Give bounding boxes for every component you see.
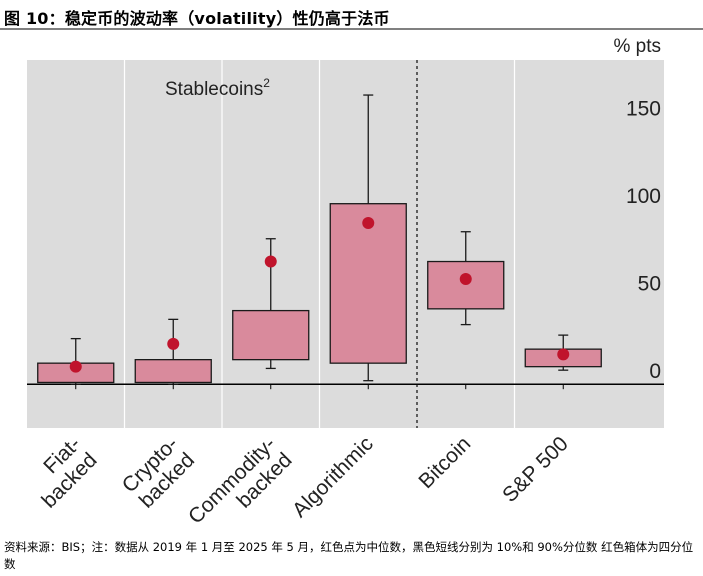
x-tick-label-line: Bitcoin <box>414 432 475 493</box>
box-group <box>37 337 115 385</box>
median-dot <box>557 348 570 361</box>
x-tick-label: Algorithmic <box>288 432 378 522</box>
stablecoins-label: Stablecoins2 <box>165 76 270 100</box>
median-dot <box>459 273 472 286</box>
x-tick-label: S&P 500 <box>498 432 573 507</box>
median-dot <box>264 255 277 268</box>
iqr-box <box>134 359 212 384</box>
box-group <box>524 334 602 371</box>
median-dot <box>69 360 82 373</box>
x-tick-label-line: Algorithmic <box>288 432 378 522</box>
median-dot <box>167 337 180 350</box>
box-group <box>427 231 505 326</box>
source-note: 资料来源：BIS；注：数据从 2019 年 1 月至 2025 年 5 月，红色… <box>4 540 694 571</box>
x-tick-label: Crypto-backed <box>118 432 199 513</box>
x-tick-label-line: S&P 500 <box>498 432 573 507</box>
box-group <box>232 238 310 370</box>
stablecoins-label-superscript: 2 <box>263 76 270 90</box>
y-tick-label: 50 <box>638 273 661 296</box>
stablecoins-label-text: Stablecoins <box>165 79 263 100</box>
grid-lines <box>123 60 516 428</box>
median-dot <box>362 216 375 229</box>
x-tick-label: Bitcoin <box>414 432 475 493</box>
x-tick-label: Commodity-backed <box>184 432 297 540</box>
boxes <box>37 94 602 385</box>
figure-title: 图 10：稳定币的波动率（volatility）性仍高于法币 <box>4 9 390 28</box>
iqr-box <box>329 203 407 364</box>
iqr-box <box>427 260 505 310</box>
y-axis: 0 50 100 150 <box>626 97 661 383</box>
box-group <box>329 94 407 382</box>
box-plot-chart: 0 50 100 150 % pts Stablecoins2 Fiat-backed… <box>0 28 703 540</box>
y-tick-label: 100 <box>626 185 661 208</box>
iqr-box <box>232 309 310 361</box>
x-tick-label: Fiat-backed <box>21 432 101 512</box>
unit-label: % pts <box>613 36 661 57</box>
y-tick-label: 150 <box>626 97 661 120</box>
y-tick-label: 0 <box>649 360 661 383</box>
